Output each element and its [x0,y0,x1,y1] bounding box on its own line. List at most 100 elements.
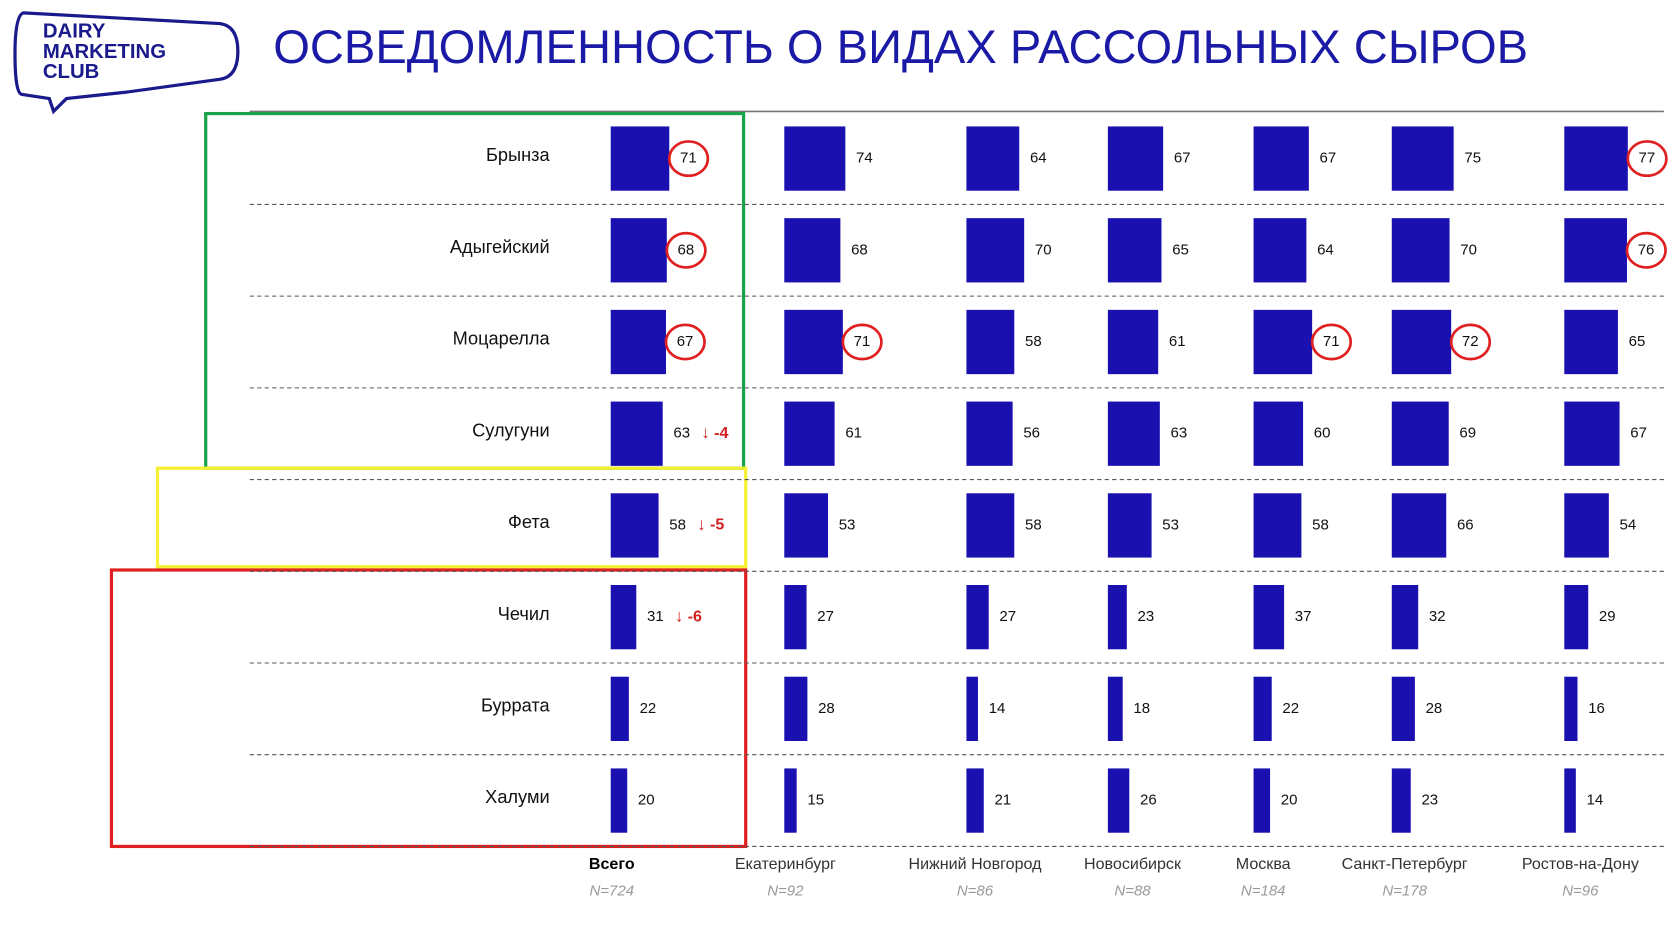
value-label: 28 [1426,700,1443,717]
bar [610,309,666,375]
category-label: Моцарелла [453,329,551,349]
sample-size: N=86 [957,882,994,899]
value-label: 53 [1162,516,1179,533]
value-label: 66 [1457,516,1474,533]
highlight-circle [667,140,710,178]
change-arrow: ↓ [701,422,710,442]
bar [784,401,835,466]
value-label: 29 [1599,608,1616,625]
category-label: Адыгейский [450,237,550,257]
change-arrow: ↓ [697,514,706,534]
value-label: 20 [1281,792,1298,809]
value-label: 32 [1429,608,1446,625]
value-label: 65 [1172,241,1189,258]
value-label: 58 [1312,516,1329,533]
bar [1391,585,1419,650]
value-label: 58 [1025,516,1042,533]
value-label: 72 [1462,333,1479,350]
value-label: 14 [989,700,1006,717]
highlight-circle [1449,323,1492,361]
bar [1107,493,1152,558]
value-label: 56 [1023,425,1040,442]
bar [610,676,629,741]
value-label: 21 [994,792,1011,809]
value-label: 70 [1460,241,1477,258]
value-label: 75 [1464,150,1481,167]
sample-size: N=724 [589,882,634,899]
bar [610,218,667,283]
value-label: 77 [1639,150,1656,167]
category-label: Брынза [486,145,551,165]
series-name: Ростов-на-Дону [1522,855,1639,873]
category-label: Сулугуни [472,420,550,440]
highlight-circle [1310,323,1353,361]
value-label: 65 [1629,333,1646,350]
value-label: 31 [647,608,664,625]
sample-size: N=178 [1382,882,1427,899]
value-label: 26 [1140,792,1157,809]
bar [784,309,843,375]
highlight-circle [665,231,707,269]
value-label: 58 [1025,333,1042,350]
category-label: Буррата [481,696,551,716]
sample-size: N=184 [1241,882,1286,899]
series-name: Всего [589,855,635,873]
value-label: 22 [1282,700,1299,717]
bar [1564,493,1609,558]
value-label: 63 [1171,425,1188,442]
category-label: Халуми [485,787,549,807]
bar [1107,768,1130,833]
bar [1107,126,1164,191]
bar [1107,309,1159,375]
value-label: 61 [845,425,862,442]
value-label: 15 [807,792,824,809]
bar [966,401,1013,466]
series-name: Москва [1236,855,1291,873]
sample-size: N=92 [767,882,804,899]
series-name: Екатеринбург [735,855,836,873]
logo-text: DAIRY [43,21,106,43]
group-frame [109,568,748,849]
bar [784,218,841,283]
value-label: 27 [817,608,834,625]
bar [1253,309,1313,375]
bar [1564,768,1576,833]
bar [1391,676,1415,741]
highlight-circle [1625,231,1667,269]
bar [784,585,807,650]
logo: DAIRY MARKETING CLUB [13,11,240,115]
bar [610,401,663,466]
value-label: 16 [1588,700,1605,717]
logo-text: MARKETING [43,41,166,63]
bar [1564,218,1627,283]
value-label: 14 [1587,792,1604,809]
value-label: 74 [856,150,873,167]
change-label: -5 [710,516,724,534]
bar [966,493,1015,558]
bar [610,768,628,833]
chart-title: ОСВЕДОМЛЕННОСТЬ О ВИДАХ РАССОЛЬНЫХ СЫРОВ [273,20,1528,73]
bar [1391,126,1454,191]
bar [610,585,637,650]
change-label: -4 [714,424,728,442]
sample-size: N=88 [1114,882,1151,899]
value-label: 58 [669,516,686,533]
value-label: 53 [839,516,856,533]
bar [1564,585,1589,650]
series-name: Санкт-Петербург [1342,855,1468,873]
bar [966,676,978,741]
bar [1253,218,1307,283]
bar [1391,309,1452,375]
value-label: 64 [1030,150,1047,167]
bar [1107,585,1127,650]
value-label: 67 [1174,150,1191,167]
bar [1253,126,1309,191]
bar [784,768,797,833]
highlight-circle [841,323,883,361]
sample-size: N=96 [1562,882,1599,899]
bar [1107,401,1160,466]
category-label: Чечил [498,604,550,624]
value-label: 67 [1630,425,1647,442]
value-label: 22 [640,700,657,717]
